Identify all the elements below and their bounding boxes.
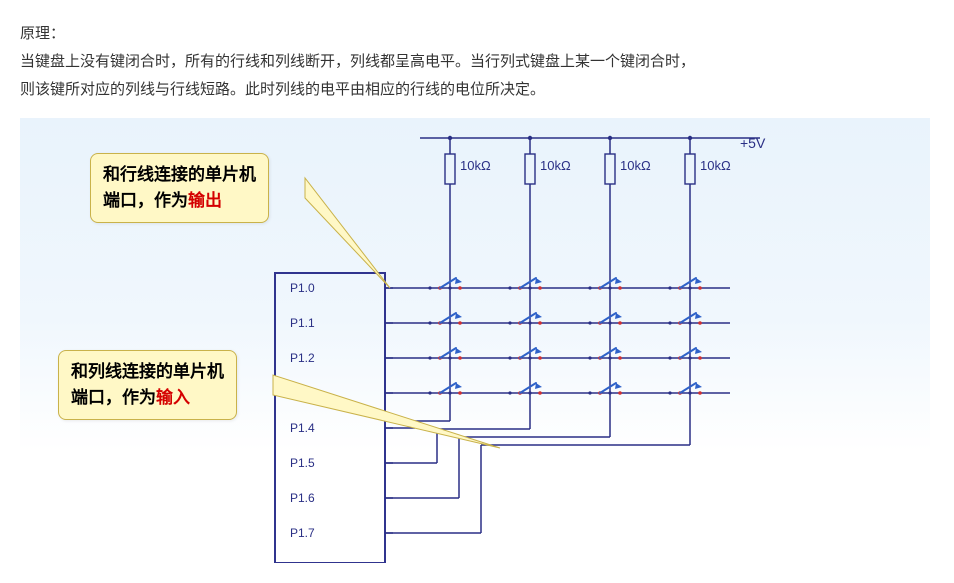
callout-output-l2b: 输出 <box>188 191 222 210</box>
svg-text:P1.2: P1.2 <box>290 351 315 365</box>
callout-output: 和行线连接的单片机 端口，作为输出 <box>90 153 269 223</box>
svg-text:P1.6: P1.6 <box>290 491 315 505</box>
diagram: +5V10kΩ10kΩ10kΩ10kΩP1.0P1.1P1.2P1.3P1.4P… <box>20 118 930 563</box>
callout-input-l2b: 输入 <box>156 388 190 407</box>
callout-input: 和列线连接的单片机 端口，作为输入 <box>58 350 237 420</box>
svg-text:P1.4: P1.4 <box>290 421 315 435</box>
svg-text:10kΩ: 10kΩ <box>460 158 491 173</box>
svg-text:10kΩ: 10kΩ <box>620 158 651 173</box>
svg-text:P1.5: P1.5 <box>290 456 315 470</box>
svg-text:P1.0: P1.0 <box>290 281 315 295</box>
svg-text:10kΩ: 10kΩ <box>700 158 731 173</box>
desc-line-1: 当键盘上没有键闭合时，所有的行线和列线断开，列线都呈高电平。当行列式键盘上某一个… <box>20 48 934 76</box>
svg-text:P1.7: P1.7 <box>290 526 315 540</box>
title: 原理： <box>20 20 934 48</box>
desc-line-2: 则该键所对应的列线与行线短路。此时列线的电平由相应的行线的电位所决定。 <box>20 76 934 104</box>
callout-input-l1: 和列线连接的单片机 <box>71 362 224 381</box>
svg-text:10kΩ: 10kΩ <box>540 158 571 173</box>
callout-output-l2a: 端口，作为 <box>103 191 188 210</box>
svg-text:+5V: +5V <box>740 135 766 151</box>
callout-output-l1: 和行线连接的单片机 <box>103 165 256 184</box>
svg-text:P1.1: P1.1 <box>290 316 315 330</box>
callout-input-l2a: 端口，作为 <box>71 388 156 407</box>
